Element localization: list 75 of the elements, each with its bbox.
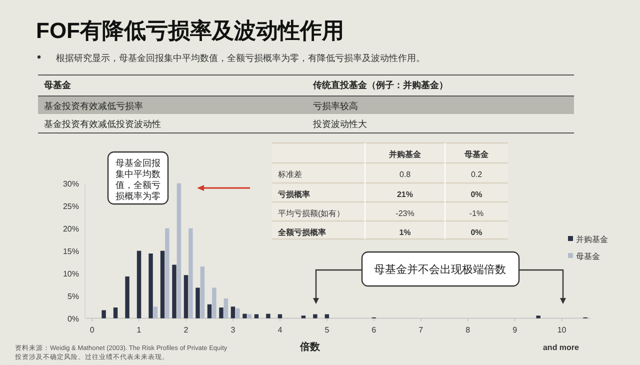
bar — [176, 183, 182, 318]
text: 投资波动性大 — [312, 119, 367, 129]
annotation: -1% — [469, 209, 484, 218]
annotation: 亏损概率 — [277, 189, 310, 199]
bar — [188, 228, 193, 318]
x-tick-label: 1 — [136, 325, 142, 334]
x-tick-label: 6 — [372, 325, 377, 334]
bar — [207, 304, 212, 318]
text: 传统直投基金（例子：并购基金） — [312, 80, 448, 90]
x-tick-label: 5 — [324, 325, 330, 334]
bar — [102, 310, 106, 318]
x-tick-label: 0 — [90, 325, 95, 334]
x-tick-label: 7 — [418, 325, 424, 334]
annotation: -23% — [396, 209, 414, 218]
bar — [184, 275, 188, 318]
text: 亏损率较高 — [313, 101, 358, 111]
annotation: 母基金并不会出现极端倍数 — [374, 263, 506, 276]
y-tick-label: 10% — [62, 269, 79, 278]
bar — [136, 250, 142, 318]
y-tick-label: 20% — [62, 224, 79, 234]
bar — [200, 266, 205, 318]
x-tick-label: 9 — [512, 325, 518, 334]
bar — [125, 276, 130, 318]
annotation: 0% — [470, 228, 482, 237]
legend-label: 并购基金 — [576, 235, 608, 244]
text: 并购基金 — [388, 150, 422, 159]
annotation: 平均亏损额(如有） — [278, 209, 345, 218]
y-tick-label: 15% — [62, 246, 79, 256]
bar — [172, 264, 176, 318]
bar — [254, 314, 259, 318]
bar — [148, 254, 153, 318]
x-tick-label: 2 — [184, 325, 189, 334]
annotation: 1% — [399, 228, 411, 237]
bar — [266, 314, 270, 318]
bar — [278, 314, 282, 318]
text: 根据研究显示，母基金回报集中平均数值，全额亏损概率为零，有降低亏损率及波动性作用。 — [56, 53, 425, 63]
text: 母基金 — [43, 80, 72, 90]
x-tick-label: 4 — [278, 325, 283, 334]
bar — [242, 314, 247, 318]
text: 0.2 — [470, 170, 483, 179]
bar — [236, 308, 240, 318]
bar — [165, 228, 170, 318]
bar — [224, 298, 228, 318]
y-tick-label: 5% — [67, 292, 79, 301]
y-tick-label: 30% — [62, 179, 79, 188]
bar — [536, 316, 540, 318]
bar — [301, 316, 306, 318]
y-tick-label: 25% — [62, 202, 79, 211]
x-tick-label: 3 — [230, 325, 236, 334]
bar — [219, 308, 224, 318]
text: FOF有降低亏损率及波动性作用 — [36, 18, 344, 43]
text: 基金投资有效减低亏损率 — [44, 101, 143, 111]
bar — [324, 314, 330, 318]
text: and more — [542, 343, 580, 352]
annotation: 0% — [470, 190, 482, 199]
text: 标准差 — [277, 170, 302, 179]
legend-label: 母基金 — [576, 252, 600, 261]
x-tick-label: 8 — [466, 325, 471, 334]
annotation: 母基金回报集中平均数值，全额亏损概率为零 — [116, 158, 160, 201]
bar — [160, 250, 165, 318]
annotation: 全额亏损概率 — [277, 227, 326, 237]
y-tick-label: 0% — [67, 314, 79, 324]
bar — [230, 306, 236, 318]
x-axis-title: 倍数 — [299, 341, 321, 353]
bar — [113, 308, 118, 318]
bar — [212, 288, 216, 318]
bar — [196, 288, 200, 318]
annotation: 21% — [396, 190, 414, 199]
text: 0.8 — [399, 170, 412, 179]
text: 基金投资有效减低投资波动性 — [44, 119, 161, 129]
bar — [247, 314, 252, 318]
text: 母基金 — [464, 150, 490, 159]
x-tick-label: 10 — [557, 325, 567, 334]
bar — [153, 306, 158, 318]
bar — [313, 314, 318, 318]
